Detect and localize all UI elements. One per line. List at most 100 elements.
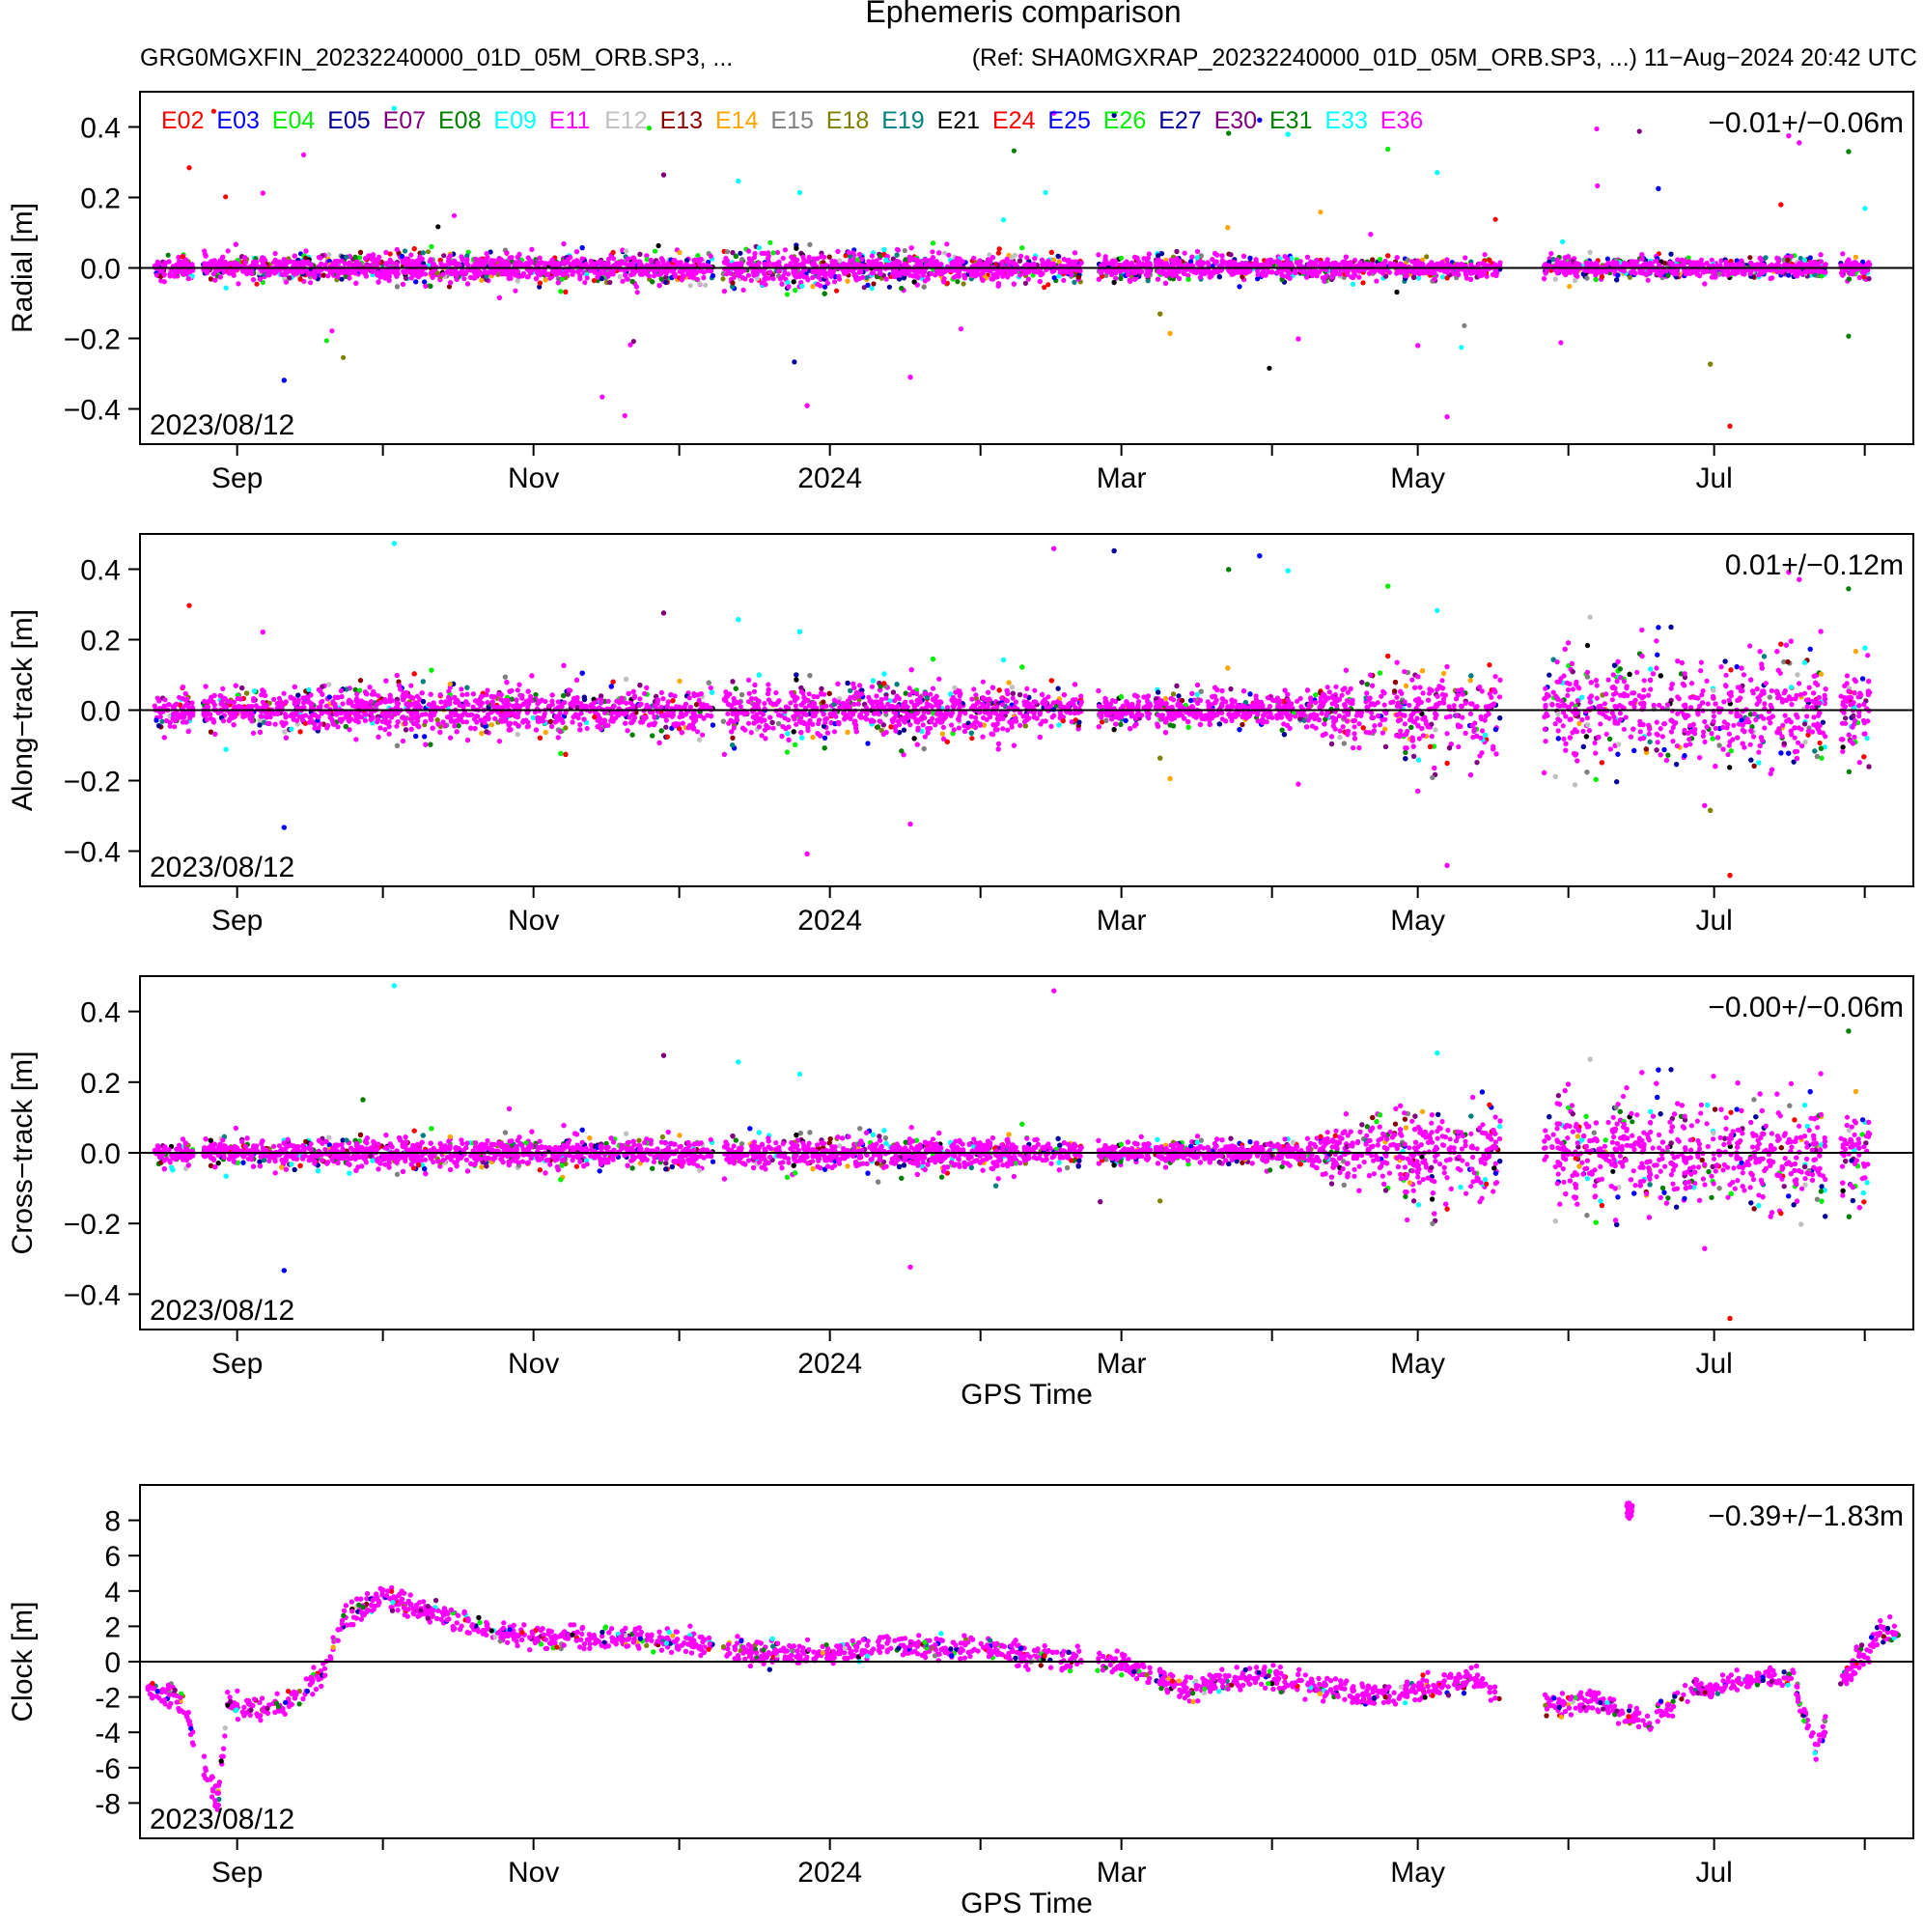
data-point-E12 [837,258,843,264]
data-point-E12 [687,283,693,289]
data-point-E36 [1688,261,1694,266]
data-point-E36 [958,326,964,332]
data-point-E36 [922,257,928,263]
data-point-E08 [1665,272,1671,278]
data-point-E31 [1846,333,1852,339]
data-point-E09 [881,246,887,253]
data-point-E02 [1492,216,1498,222]
data-point-E36 [1096,276,1101,282]
data-point-E36 [1445,261,1451,266]
data-point-E36 [423,271,429,277]
data-point-E36 [1811,263,1817,268]
data-point-E15 [724,249,731,255]
data-point-E25 [579,245,585,251]
data-point-E21 [791,279,796,285]
data-point-E26 [652,248,658,254]
data-point-E12 [703,282,709,288]
data-point-E36 [671,258,677,264]
data-point-E14 [845,278,850,284]
data-point-E36 [977,259,983,265]
data-point-E36 [1768,275,1773,282]
data-point-E26 [558,289,564,294]
data-point-E36 [335,273,341,280]
data-point-E36 [892,273,898,279]
data-point-E21 [1267,365,1272,371]
data-point-E19 [344,254,349,260]
data-point-E36 [914,282,920,288]
data-point-E15 [1781,257,1787,263]
data-point-E36 [766,259,772,265]
data-point-E36 [1189,254,1195,260]
data-point-E36 [271,260,277,266]
data-point-E36 [1713,274,1718,280]
data-point-E19 [1550,257,1556,263]
data-point-E36 [1356,274,1362,280]
data-point-E36 [739,261,744,266]
data-point-E36 [1072,250,1078,256]
data-point-E26 [770,250,776,256]
data-point-E11 [804,403,810,408]
data-point-E08 [428,283,433,289]
data-point-E36 [1797,140,1802,146]
data-point-E36 [1287,275,1293,281]
data-point-E36 [217,274,223,280]
data-point-E36 [822,270,828,276]
data-point-E36 [622,412,627,419]
data-point-E05 [901,275,907,281]
data-point-E19 [894,252,900,258]
data-point-E36 [685,271,691,277]
data-point-E14 [479,277,485,283]
data-point-E19 [403,248,408,254]
data-point-E36 [1141,256,1147,262]
data-point-E14 [1056,259,1062,265]
data-point-E15 [1462,322,1467,328]
data-point-E36 [306,271,312,277]
data-point-E30 [861,285,867,291]
data-point-E36 [1700,269,1706,275]
data-point-E36 [161,279,167,285]
data-point-E11 [347,275,352,281]
data-point-E09 [799,283,805,289]
data-point-E36 [941,276,947,282]
data-point-E36 [376,279,381,285]
data-point-E36 [233,241,238,247]
data-point-E30 [607,279,613,286]
data-point-E36 [394,246,400,253]
data-point-E36 [464,281,471,287]
data-point-E36 [565,256,571,262]
data-point-E24 [297,276,303,282]
data-point-E21 [911,279,917,285]
data-point-E09 [883,257,889,263]
data-point-E36 [1128,278,1133,284]
data-point-E30 [1382,273,1389,279]
data-point-E36 [980,277,986,283]
data-point-E36 [878,261,884,266]
data-point-E36 [842,269,849,276]
data-point-E36 [167,273,173,279]
data-point-E30 [1866,276,1872,282]
data-point-E36 [1343,254,1349,260]
data-point-E36 [777,276,784,282]
data-point-E36 [250,277,257,283]
data-point-E08 [658,276,664,282]
data-point-E36 [1409,259,1415,265]
data-point-E27 [1111,112,1117,118]
data-point-E36 [742,276,748,282]
data-point-E36 [1374,278,1380,284]
data-point-E04 [644,257,650,263]
data-point-E11 [1444,414,1450,420]
data-point-E36 [644,253,650,259]
data-point-E36 [1709,257,1714,263]
data-point-E36 [1011,281,1017,287]
data-point-E36 [259,257,265,263]
data-point-E36 [1656,262,1662,267]
data-point-E08 [903,257,908,263]
data-point-E36 [335,259,341,265]
data-point-E36 [1305,270,1311,276]
data-point-E02 [834,288,840,294]
data-point-E36 [1219,253,1225,259]
data-point-E36 [1207,274,1212,280]
data-point-E36 [496,294,503,300]
data-point-E36 [1061,257,1067,263]
data-point-E36 [928,257,934,264]
